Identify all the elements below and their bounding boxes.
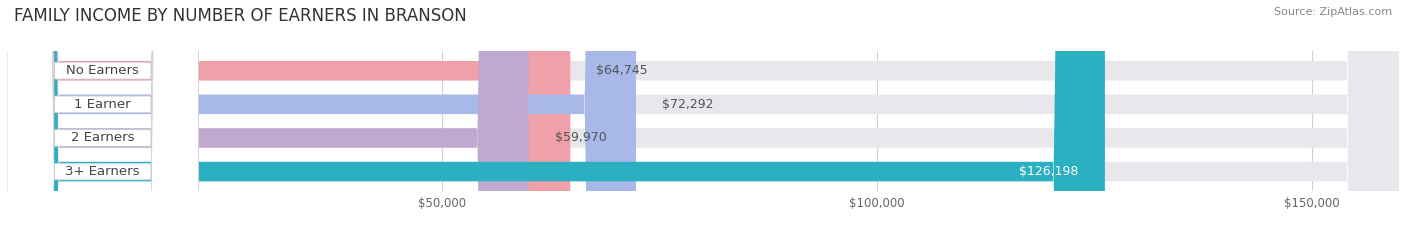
FancyBboxPatch shape	[7, 0, 198, 233]
Text: No Earners: No Earners	[66, 64, 139, 77]
Text: $59,970: $59,970	[555, 131, 606, 144]
FancyBboxPatch shape	[7, 0, 198, 233]
Text: FAMILY INCOME BY NUMBER OF EARNERS IN BRANSON: FAMILY INCOME BY NUMBER OF EARNERS IN BR…	[14, 7, 467, 25]
FancyBboxPatch shape	[7, 0, 1399, 233]
Text: Source: ZipAtlas.com: Source: ZipAtlas.com	[1274, 7, 1392, 17]
Text: 1 Earner: 1 Earner	[75, 98, 131, 111]
FancyBboxPatch shape	[7, 0, 1105, 233]
Text: 3+ Earners: 3+ Earners	[66, 165, 141, 178]
FancyBboxPatch shape	[7, 0, 198, 233]
FancyBboxPatch shape	[7, 0, 1399, 233]
Text: $64,745: $64,745	[596, 64, 648, 77]
FancyBboxPatch shape	[7, 0, 529, 233]
Text: $72,292: $72,292	[662, 98, 713, 111]
FancyBboxPatch shape	[7, 0, 571, 233]
Text: $126,198: $126,198	[1019, 165, 1078, 178]
FancyBboxPatch shape	[7, 0, 198, 233]
FancyBboxPatch shape	[7, 0, 1399, 233]
Text: 2 Earners: 2 Earners	[70, 131, 135, 144]
FancyBboxPatch shape	[7, 0, 636, 233]
FancyBboxPatch shape	[7, 0, 1399, 233]
